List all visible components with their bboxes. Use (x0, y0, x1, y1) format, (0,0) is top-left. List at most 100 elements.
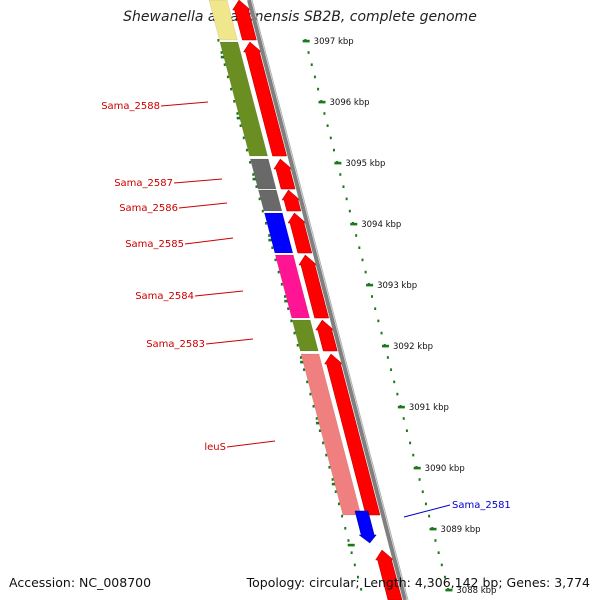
ruler-dot (249, 161, 252, 164)
ruler-dot (261, 209, 264, 213)
tick-mark-left (347, 543, 355, 547)
ruler-dot (377, 319, 380, 323)
label-leader-line (178, 202, 228, 209)
ruler-dot (331, 478, 334, 481)
ruler-dot (371, 295, 374, 298)
tick-label: 3091 kbp (409, 403, 449, 413)
ruler-dot (306, 380, 309, 384)
ruler-dot (434, 539, 437, 542)
ruler-dot (230, 87, 233, 91)
ruler-dot (347, 539, 350, 542)
feature-block-sama_2588 (219, 41, 268, 157)
label-leader-line (194, 290, 244, 297)
ruler-dot (322, 441, 325, 445)
tick-label: 3090 kbp (425, 464, 465, 474)
tick-label: 3094 kbp (361, 220, 401, 230)
gene-label-leus: leuS (204, 442, 226, 453)
ruler-dot (334, 490, 337, 493)
ruler-dot (323, 112, 326, 115)
label-leader-line (226, 440, 276, 448)
ruler-dot (393, 380, 396, 384)
feature-block-sama_2586 (258, 189, 283, 212)
feature-block-sama_2584 (274, 254, 311, 319)
ruler-dot (220, 51, 223, 54)
ruler-dot (339, 173, 342, 176)
tick-mark-right (429, 527, 437, 531)
tick-label: 3093 kbp (377, 281, 417, 291)
tick-label: 3092 kbp (393, 342, 433, 352)
tick-mark-right (397, 405, 405, 409)
tick-mark-right (334, 161, 342, 165)
gene-label-sama_2585: Sama_2585 (125, 239, 184, 250)
ruler-dot (348, 209, 351, 213)
label-leader-line (184, 237, 234, 245)
ruler-dot (437, 551, 440, 554)
ruler-dot (287, 307, 290, 310)
ruler-dot (264, 222, 267, 225)
ruler-dot (252, 173, 255, 176)
ruler-dot (402, 417, 405, 420)
gene-labels: Sama_2588 Sama_2587 Sama_2586 Sama_2585 Sama… (101, 101, 511, 518)
tick-label: 3097 kbp (314, 37, 354, 47)
gene-label-sama_2584: Sama_2584 (135, 291, 194, 302)
ruler-dot (280, 283, 283, 286)
ruler-dot (293, 331, 296, 335)
map-title: Shewanella amazonensis SB2B, complete ge… (123, 9, 477, 25)
ruler-dot (421, 490, 424, 493)
ruler-dot (325, 453, 328, 457)
ruler-dot (312, 405, 315, 408)
ruler-dot (409, 441, 412, 445)
tick-mark-right (366, 283, 374, 287)
ruler-dot (258, 197, 261, 201)
ruler-dot (337, 502, 340, 506)
ruler-dot (374, 307, 377, 310)
ruler-dot (390, 368, 393, 371)
ruler-dot (341, 514, 344, 518)
ruler-dot (424, 502, 427, 506)
feature-block (208, 0, 238, 41)
tick-mark-right (413, 466, 421, 470)
ruler-dot (356, 575, 359, 579)
ruler-dot (355, 234, 358, 237)
feature-block-sama_2583 (291, 319, 319, 352)
ruler-dot (364, 270, 367, 274)
ruler-dot (315, 417, 318, 420)
ruler-dot (360, 588, 363, 591)
feature-block-sama_2581 (354, 510, 377, 544)
ruler-dot (345, 197, 348, 201)
ruler-dot (350, 551, 353, 554)
ruler-dot (226, 75, 229, 79)
feature-blocks (208, 0, 362, 516)
tick-mark-right (302, 39, 310, 43)
label-leader-line (160, 101, 209, 107)
cds-arrows (232, 0, 403, 600)
ruler-dot (268, 234, 271, 237)
tick-mark-right (318, 100, 326, 104)
gene-label-sama_2581: Sama_2581 (452, 500, 511, 511)
label-leader-line (403, 504, 451, 518)
ruler-dot (344, 527, 347, 530)
gene-label-sama_2588: Sama_2588 (101, 101, 160, 112)
ruler-dot (332, 148, 335, 152)
ruler-dot (329, 136, 332, 140)
ruler-dot (271, 246, 274, 249)
ruler-dot (255, 185, 258, 188)
feature-block-sama_2587 (249, 158, 277, 190)
tick-mark-right (381, 344, 389, 348)
ruler-dot (307, 51, 310, 54)
ruler-dot (284, 295, 287, 298)
ruler-dot (317, 87, 320, 91)
ruler-dot (353, 563, 356, 567)
ruler-dot (274, 258, 277, 262)
ruler-dot (418, 478, 421, 481)
gene-label-sama_2583: Sama_2583 (146, 339, 205, 350)
ruler-dot (405, 429, 408, 432)
tick-label: 3096 kbp (330, 98, 370, 108)
backbone-highlight (251, 0, 409, 600)
ruler-dot (358, 246, 361, 249)
ruler-dot (299, 356, 302, 359)
ruler-dot (223, 63, 226, 66)
ruler-dot (342, 185, 345, 188)
ruler-dot (303, 368, 306, 371)
